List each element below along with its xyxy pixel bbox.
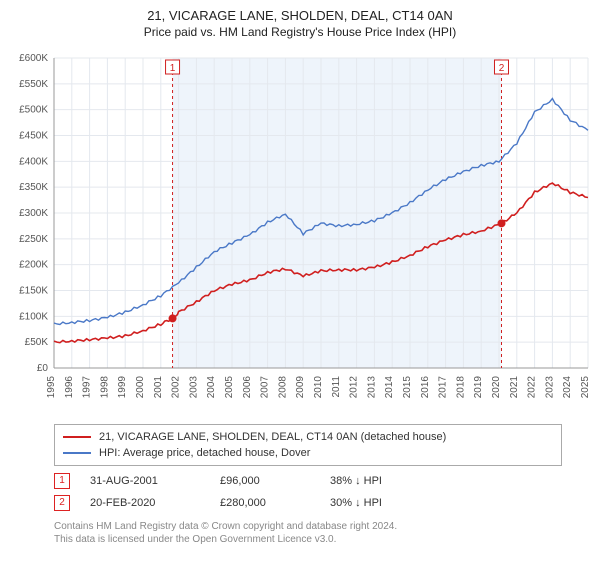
svg-text:2012: 2012 [349, 376, 360, 399]
svg-text:£500K: £500K [19, 105, 48, 116]
svg-text:2006: 2006 [242, 376, 253, 399]
svg-text:2023: 2023 [544, 376, 555, 399]
svg-text:2014: 2014 [384, 376, 395, 399]
marker-table: 1 31-AUG-2001 £96,000 38% ↓ HPI 2 20-FEB… [54, 470, 544, 514]
svg-text:2020: 2020 [491, 376, 502, 399]
svg-text:1: 1 [170, 63, 176, 74]
svg-text:2004: 2004 [206, 376, 217, 399]
svg-text:2022: 2022 [527, 376, 538, 399]
svg-text:1999: 1999 [117, 376, 128, 399]
chart-area: £0 £50K £100K £150K £200K £250K £300K £350K £400… [0, 52, 600, 412]
marker-price-1: £96,000 [220, 475, 330, 487]
svg-text:£300K: £300K [19, 208, 48, 219]
legend-item-property: 21, VICARAGE LANE, SHOLDEN, DEAL, CT14 0… [63, 429, 553, 445]
svg-text:2021: 2021 [509, 376, 520, 399]
chart-svg: £0 £50K £100K £150K £200K £250K £300K £350K £400… [0, 52, 600, 412]
svg-text:2017: 2017 [438, 376, 449, 399]
legend-swatch-property [63, 436, 91, 438]
svg-text:2011: 2011 [331, 376, 342, 398]
legend-box: 21, VICARAGE LANE, SHOLDEN, DEAL, CT14 0… [54, 424, 562, 466]
legend-swatch-hpi [63, 452, 91, 454]
marker-badge-2: 2 [54, 495, 70, 511]
marker-badge-1: 1 [54, 473, 70, 489]
svg-text:1998: 1998 [99, 376, 110, 399]
svg-text:2005: 2005 [224, 376, 235, 399]
marker-row-2: 2 20-FEB-2020 £280,000 30% ↓ HPI [54, 492, 544, 514]
marker-price-2: £280,000 [220, 497, 330, 509]
svg-text:2015: 2015 [402, 376, 413, 399]
svg-text:2003: 2003 [188, 376, 199, 399]
marker-pct-1: 38% ↓ HPI [330, 475, 450, 487]
svg-text:£200K: £200K [19, 260, 48, 271]
svg-text:2013: 2013 [366, 376, 377, 399]
svg-text:£100K: £100K [19, 311, 48, 322]
svg-text:2018: 2018 [455, 376, 466, 399]
svg-text:£50K: £50K [25, 337, 49, 348]
svg-text:£0: £0 [37, 363, 49, 374]
svg-text:2010: 2010 [313, 376, 324, 399]
svg-text:1997: 1997 [82, 376, 93, 399]
svg-text:£550K: £550K [19, 79, 48, 90]
svg-text:2016: 2016 [420, 376, 431, 399]
footnote-line2: This data is licensed under the Open Gov… [54, 533, 554, 546]
svg-text:£250K: £250K [19, 234, 48, 245]
footnote-line1: Contains HM Land Registry data © Crown c… [54, 520, 554, 533]
svg-text:2019: 2019 [473, 376, 484, 399]
svg-text:2008: 2008 [277, 376, 288, 399]
svg-text:2007: 2007 [260, 376, 271, 399]
chart-title-line2: Price paid vs. HM Land Registry's House … [0, 25, 600, 39]
svg-text:2002: 2002 [171, 376, 182, 399]
legend-label-property: 21, VICARAGE LANE, SHOLDEN, DEAL, CT14 0… [99, 431, 446, 443]
marker-row-1: 1 31-AUG-2001 £96,000 38% ↓ HPI [54, 470, 544, 492]
svg-text:2009: 2009 [295, 376, 306, 399]
marker-pct-2: 30% ↓ HPI [330, 497, 450, 509]
marker-date-1: 31-AUG-2001 [90, 475, 220, 487]
svg-text:£600K: £600K [19, 53, 48, 64]
svg-text:1996: 1996 [64, 376, 75, 399]
marker-date-2: 20-FEB-2020 [90, 497, 220, 509]
svg-text:2001: 2001 [153, 376, 164, 399]
chart-title-line1: 21, VICARAGE LANE, SHOLDEN, DEAL, CT14 0… [0, 8, 600, 23]
legend-label-hpi: HPI: Average price, detached house, Dove… [99, 447, 310, 459]
svg-text:2000: 2000 [135, 376, 146, 399]
svg-text:£450K: £450K [19, 131, 48, 142]
svg-text:£350K: £350K [19, 182, 48, 193]
footnote: Contains HM Land Registry data © Crown c… [54, 520, 554, 546]
svg-text:2: 2 [499, 63, 505, 74]
svg-text:1995: 1995 [46, 376, 57, 399]
svg-text:£150K: £150K [19, 286, 48, 297]
svg-text:2024: 2024 [562, 376, 573, 399]
svg-text:2025: 2025 [580, 376, 591, 399]
legend-item-hpi: HPI: Average price, detached house, Dove… [63, 445, 553, 461]
svg-text:£400K: £400K [19, 156, 48, 167]
